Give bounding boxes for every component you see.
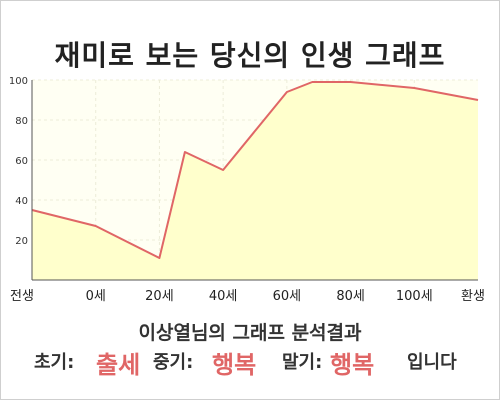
mid-value: 행복 (212, 351, 257, 379)
y-tick-label: 80 (15, 116, 28, 127)
x-tick-label: 환생 (461, 289, 485, 304)
x-tick-label: 60세 (273, 289, 302, 304)
x-tick-label: 100세 (396, 289, 433, 304)
result-suffix: 입니다 (407, 352, 457, 373)
y-tick-label: 40 (15, 196, 28, 207)
late-value: 행복 (330, 351, 375, 379)
x-tick-label: 40세 (209, 289, 238, 304)
series-line (31, 81, 479, 259)
mid-label: 중기: (153, 352, 194, 373)
y-tick-label: 60 (15, 156, 28, 167)
area-fill (32, 82, 478, 280)
chart-title: 재미로 보는 당신의 인생 그래프 (54, 39, 446, 72)
late-label: 말기: (282, 352, 323, 373)
x-tick-label: 전생 (10, 289, 34, 304)
early-label: 초기: (34, 352, 75, 373)
early-value: 출세 (96, 351, 141, 379)
y-tick-label: 100 (9, 76, 28, 87)
y-tick-labels: 20 40 60 80 100 (9, 76, 28, 247)
x-tick-label: 0세 (86, 289, 106, 304)
y-tick-label: 20 (15, 236, 28, 247)
x-tick-label: 20세 (145, 289, 174, 304)
analysis-summary: 이상열님의 그래프 분석결과 (138, 322, 362, 344)
x-tick-label: 80세 (336, 289, 365, 304)
x-tick-labels: 전생 0세 20세 40세 60세 80세 100세 환생 (10, 289, 485, 304)
